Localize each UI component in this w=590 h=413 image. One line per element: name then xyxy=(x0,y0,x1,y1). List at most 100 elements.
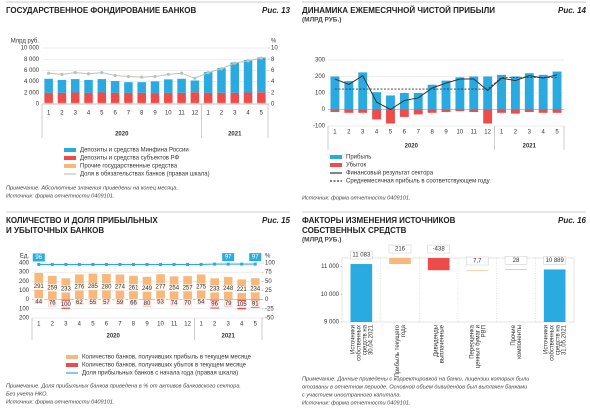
value-label-box xyxy=(388,244,412,254)
x-tick-label: 8 xyxy=(140,111,144,117)
y-tick-label: 200 xyxy=(315,74,326,80)
value-label-box xyxy=(427,244,450,254)
bar xyxy=(217,92,226,103)
category-label-group: Дивидендывыплаченные xyxy=(433,324,445,363)
bar xyxy=(330,76,340,110)
bar xyxy=(70,92,80,103)
legend-label: Количество банков, получивших прибыль в … xyxy=(82,355,251,361)
value-label: 53 xyxy=(157,300,164,306)
bar xyxy=(164,102,173,104)
value-label: 44 xyxy=(35,299,42,305)
value-label-bg xyxy=(128,284,139,292)
line-marker xyxy=(172,262,176,266)
bar xyxy=(386,95,395,110)
bar xyxy=(358,109,368,113)
value-label: 62 xyxy=(76,300,83,306)
chart-note: с участием иностранного капитала. xyxy=(302,392,401,398)
x-tick-label: 10 xyxy=(165,111,172,117)
bar xyxy=(70,102,80,104)
series-line xyxy=(334,77,558,90)
value-label: 11 083 xyxy=(352,253,371,259)
x-tick-label: 3 xyxy=(528,130,532,136)
x-tick-label: 3 xyxy=(361,130,365,136)
x-tick-label: 5 xyxy=(260,111,264,117)
value-label-box xyxy=(350,250,373,260)
value-label: 100 xyxy=(61,302,72,308)
value-label: 248 xyxy=(223,286,234,292)
bar xyxy=(413,109,423,115)
y-tick-label: 400 xyxy=(19,261,30,267)
value-label-bg xyxy=(168,284,180,292)
bar xyxy=(524,109,534,112)
x-tick-label: 1 xyxy=(333,130,337,136)
x-tick-label: 5 xyxy=(100,111,104,117)
bar xyxy=(483,76,493,110)
line-marker xyxy=(91,262,95,266)
value-label: 80 xyxy=(144,301,151,307)
y-tick-label: 100 xyxy=(19,288,30,294)
value-label-box xyxy=(466,256,489,266)
value-label: 66 xyxy=(130,300,137,306)
line-marker xyxy=(126,74,131,79)
line-marker xyxy=(193,76,197,80)
value-label-bg xyxy=(33,282,45,290)
y-tick-label: 200 xyxy=(19,316,30,322)
group-label: 2020 xyxy=(106,334,120,340)
y2-tick-label: 2 xyxy=(271,90,275,96)
bar xyxy=(510,76,520,110)
x-tick-label: 4 xyxy=(542,130,546,136)
y2-tick-label: 75 xyxy=(265,270,272,276)
bar xyxy=(137,92,146,103)
x-tick-label: 1 xyxy=(500,130,504,136)
value-label: 254 xyxy=(169,286,180,292)
bar xyxy=(413,93,423,110)
bar xyxy=(427,258,450,271)
x-tick-label: 2 xyxy=(51,322,55,328)
value-label-bg xyxy=(73,283,85,291)
y-tick-label: 0 xyxy=(36,102,40,108)
line-marker xyxy=(240,262,244,266)
value-label-bg xyxy=(87,298,99,306)
bar xyxy=(510,109,520,114)
chart-note: Источник: форма отчетности 0409101. xyxy=(302,400,411,406)
value-label-box xyxy=(249,253,262,262)
bar xyxy=(469,76,479,110)
bar xyxy=(399,109,409,117)
bar xyxy=(190,92,200,103)
line-marker xyxy=(118,262,122,266)
bar xyxy=(70,79,80,93)
bar xyxy=(257,102,266,104)
bar xyxy=(243,60,253,93)
chart-panel: ГОСУДАРСТВЕННОЕ ФОНДИРОВАНИЕ БАНКОВ Рис. … xyxy=(6,1,291,199)
y2-tick-label: -50 xyxy=(265,316,274,322)
bar xyxy=(524,73,534,110)
bar xyxy=(427,84,437,110)
x-tick-label: Прочиекомпоненты xyxy=(511,324,523,358)
group-label: 2020 xyxy=(405,144,419,150)
bar xyxy=(243,92,253,103)
x-tick-label: 12 xyxy=(184,322,191,328)
y-tick-label: 300 xyxy=(315,58,326,64)
value-label-box xyxy=(504,256,528,265)
legend-swatch xyxy=(64,164,76,168)
value-label-bg xyxy=(60,285,72,293)
bar xyxy=(84,102,93,104)
y-tick-label: 6 000 xyxy=(24,68,40,74)
bar xyxy=(441,80,451,110)
chart-note: Примечание. Абсолютные значения приведен… xyxy=(6,185,178,191)
legend-swatch xyxy=(330,155,342,159)
figure-label: Рис. 14 xyxy=(558,6,587,15)
value-label-bg xyxy=(128,299,139,307)
legend-label: Прочие государственные средства xyxy=(80,164,178,170)
value-label-bg xyxy=(101,298,112,306)
y2-tick-label: 50 xyxy=(265,279,272,285)
x-tick-label: 4 xyxy=(246,111,250,117)
bar xyxy=(543,269,566,322)
value-label-bg xyxy=(222,299,234,307)
bar xyxy=(257,57,266,93)
y-axis-label: Млрд руб. xyxy=(11,39,40,45)
bar xyxy=(137,82,146,93)
bar xyxy=(84,92,93,103)
y-tick-label: 8 000 xyxy=(24,57,40,63)
chart-note: Примечание. Данные приведены с корректир… xyxy=(302,375,529,382)
